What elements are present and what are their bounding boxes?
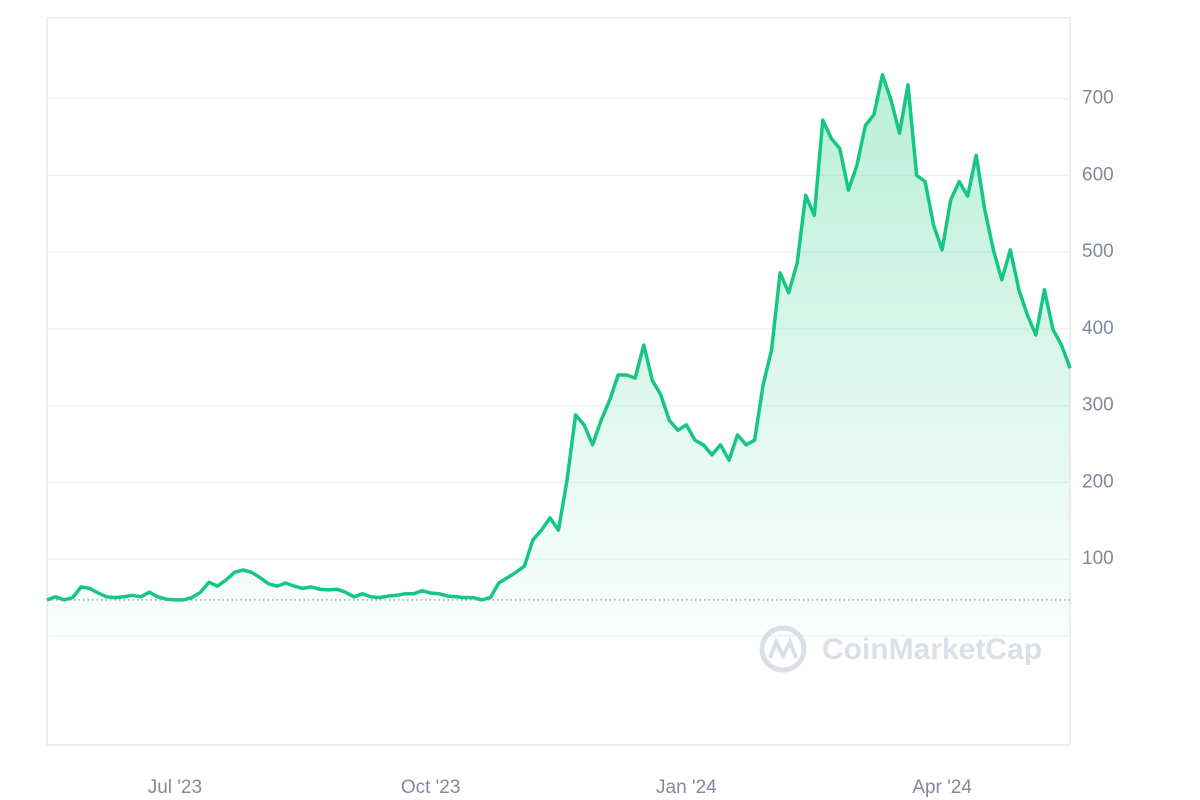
y-tick-label: 200 xyxy=(1082,471,1114,492)
x-tick-label: Apr '24 xyxy=(912,777,972,798)
y-tick-label: 300 xyxy=(1082,395,1114,416)
x-tick-label: Jan '24 xyxy=(656,777,717,798)
y-tick-label: 600 xyxy=(1082,164,1114,185)
watermark-text: CoinMarketCap xyxy=(822,633,1042,666)
price-area xyxy=(47,74,1070,637)
plot: 100 200 300 400 500 600 700 Jul '23 Oct '23 Jan '… xyxy=(46,73,1114,798)
y-tick-label: 100 xyxy=(1082,548,1114,569)
y-tick-label: 700 xyxy=(1082,88,1114,109)
price-line xyxy=(46,73,1072,602)
x-tick-label: Jul '23 xyxy=(148,777,202,798)
watermark-logo-mark xyxy=(768,637,798,661)
y-tick-label: 500 xyxy=(1082,241,1114,262)
watermark: CoinMarketCap xyxy=(759,625,1042,673)
x-tick-label: Oct '23 xyxy=(401,777,461,798)
y-tick-label: 400 xyxy=(1082,318,1114,339)
